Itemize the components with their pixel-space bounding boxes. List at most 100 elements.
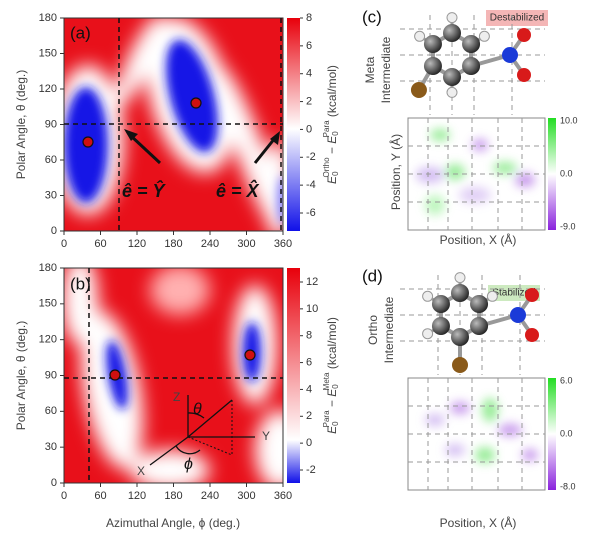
- tag-box: [486, 10, 548, 26]
- molecule: [400, 272, 545, 375]
- colorbar-tick-label: 8: [306, 12, 312, 24]
- colorbar-label: E0Ortho − E0Para (kcal/mol): [322, 65, 340, 184]
- molecule-name: Intermediate: [382, 296, 396, 363]
- path: [175, 445, 201, 455]
- x-tick-label: 60: [94, 490, 106, 502]
- ellipse: [277, 175, 283, 225]
- tag: Stabilized: [492, 288, 535, 299]
- minimum-marker: [244, 349, 256, 361]
- colorbar-label-part: Para: [322, 120, 331, 137]
- minimum-marker: [82, 136, 94, 148]
- colorbar-label-part: (kcal/mol): [325, 317, 339, 372]
- colorbar: [548, 118, 556, 230]
- colorbar-tick-label: 10.0: [560, 115, 578, 125]
- y-tick-label: 180: [39, 262, 57, 274]
- colorbar-label-part: 0: [331, 131, 340, 136]
- y-tick-label: 150: [39, 47, 57, 59]
- panel-label: (b): [70, 274, 91, 293]
- colorbar-tick-label: 8: [306, 330, 312, 342]
- y-tick-label: 30: [45, 441, 57, 453]
- colorbar-label-part: E: [325, 425, 339, 434]
- molecule-name: Ortho Intermediate: [366, 296, 396, 363]
- atom-c: [443, 24, 461, 42]
- arrow-head: [270, 131, 280, 145]
- ellipse: [515, 173, 535, 187]
- ellipse: [498, 424, 522, 436]
- x-tick-label: 360: [274, 238, 292, 250]
- colorbar-label-part: Meta: [322, 372, 331, 390]
- ellipse: [150, 268, 210, 315]
- annotation: ê = Ŷ: [122, 180, 167, 201]
- ellipse: [522, 449, 538, 461]
- arrow: [253, 137, 277, 164]
- x-tick-label: 60: [94, 238, 106, 250]
- inset-label: Z: [173, 390, 180, 404]
- colorbar-label-part: 0: [331, 384, 340, 389]
- molecule-name: Intermediate: [379, 36, 393, 103]
- colorbar-tick-label: 6: [306, 40, 312, 52]
- atom-h: [486, 290, 498, 302]
- x-axis-label: Azimuthal Angle, ϕ (deg.): [106, 516, 240, 530]
- g: [416, 129, 535, 215]
- molecule-name: Meta Intermediate: [363, 36, 393, 103]
- ellipse: [459, 187, 491, 203]
- colorbar-tick-label: -4: [306, 179, 316, 191]
- contour-map: [408, 378, 545, 490]
- minimum-marker: [190, 97, 202, 109]
- ellipse: [425, 414, 445, 426]
- panel-label: (d): [362, 266, 383, 285]
- atom-n: [502, 47, 518, 63]
- atom-h: [422, 328, 434, 340]
- colorbar-tick-label: 4: [306, 383, 312, 395]
- atom-h: [446, 86, 458, 98]
- atom-n: [510, 307, 526, 323]
- y-tick-label: 0: [51, 225, 57, 237]
- atom-h: [414, 30, 426, 42]
- colorbar-label-part: Ortho: [322, 157, 331, 178]
- colorbar-tick-label: -2: [306, 464, 316, 476]
- atom-c: [462, 35, 481, 53]
- y-tick-label: 60: [45, 405, 57, 417]
- path: [187, 412, 205, 419]
- y-tick-label: 150: [39, 298, 57, 310]
- atom-br: [452, 357, 468, 373]
- ellipse: [450, 402, 470, 414]
- y-tick-label: 60: [45, 154, 57, 166]
- atom-h: [446, 12, 458, 24]
- y-axis-label: Polar Angle, θ (deg.): [14, 321, 28, 430]
- colorbar-label-part: Para: [322, 410, 331, 427]
- x-axis-label: Position, X (Å): [440, 515, 517, 530]
- x-tick-label: 0: [61, 238, 67, 250]
- atom-c: [423, 35, 442, 53]
- atom-c: [470, 295, 489, 313]
- x-tick-label: 300: [237, 490, 255, 502]
- x-tick-label: 240: [201, 238, 219, 250]
- x-tick-label: 0: [61, 490, 67, 502]
- y-tick-label: 90: [45, 369, 57, 381]
- colorbar-tick-label: 2: [306, 410, 312, 422]
- colorbar-label-part: 0: [331, 171, 340, 176]
- atom-c: [462, 57, 481, 75]
- atom-h: [422, 290, 434, 302]
- atom-c: [431, 317, 450, 335]
- colorbar-tick-label: -8.0: [560, 481, 576, 491]
- molecule: [400, 12, 545, 115]
- inset-label: θ: [193, 401, 202, 418]
- colorbar-label-part: E: [325, 175, 339, 184]
- ellipse: [130, 450, 210, 483]
- ellipse: [482, 398, 498, 422]
- y-tick-label: 120: [39, 334, 57, 346]
- annotation: ê = X̂: [216, 180, 260, 201]
- atom-o: [517, 68, 531, 82]
- y-axis-label: Position, Y (Å): [388, 134, 403, 210]
- colorbar-tick-label: 0: [306, 123, 312, 135]
- y-tick-label: 30: [45, 189, 57, 201]
- atom-br: [410, 82, 427, 98]
- colorbar-label-part: − E: [325, 388, 339, 411]
- colorbar-tick-label: 12: [306, 276, 318, 288]
- y-tick-label: 0: [51, 477, 57, 489]
- colorbar-tick-label: 0: [306, 437, 312, 449]
- panel-label: (a): [70, 23, 91, 42]
- atom-c: [443, 68, 461, 86]
